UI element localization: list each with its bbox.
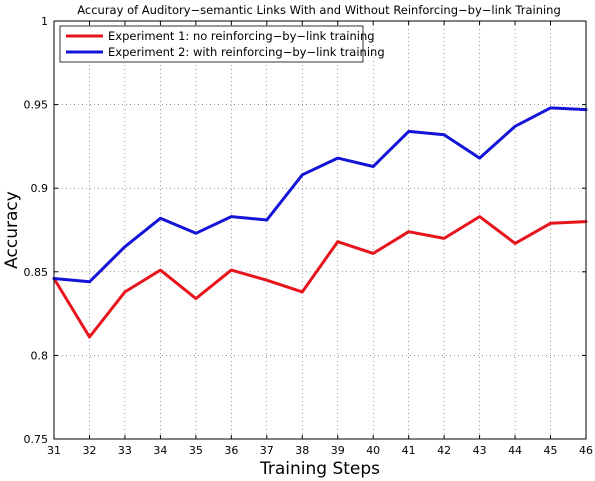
- x-tick-label: 37: [260, 444, 274, 457]
- chart-title: Accuray of Auditory−semantic Links With …: [77, 3, 561, 17]
- x-axis-label: Training Steps: [259, 459, 380, 479]
- y-tick-label: 0.75: [24, 433, 49, 446]
- y-tick-label: 0.9: [31, 182, 49, 195]
- y-tick-label: 1: [41, 15, 48, 28]
- legend-label-experiment-1: Experiment 1: no reinforcing−by−link tra…: [108, 29, 375, 43]
- x-tick-label: 43: [473, 444, 487, 457]
- x-tick-label: 42: [437, 444, 451, 457]
- legend-label-experiment-2: Experiment 2: with reinforcing−by−link t…: [108, 45, 385, 59]
- series-line-experiment-1: [52, 215, 588, 339]
- x-tick-label: 39: [331, 444, 345, 457]
- x-tick-label: 33: [118, 444, 132, 457]
- x-tick-label: 40: [366, 444, 380, 457]
- axis-ticks: 31 32 33 34 35 36 37 38 39 40 41 42 43 44 45 46 0.75 0.8 0…: [24, 15, 594, 457]
- x-tick-label: 44: [508, 444, 522, 457]
- x-tick-label: 35: [189, 444, 203, 457]
- x-tick-label: 46: [579, 444, 593, 457]
- x-tick-label: 38: [295, 444, 309, 457]
- x-tick-label: 32: [82, 444, 96, 457]
- x-tick-label: 41: [402, 444, 416, 457]
- x-tick-label: 31: [47, 444, 61, 457]
- y-tick-label: 0.85: [24, 266, 49, 279]
- legend: Experiment 1: no reinforcing−by−link tra…: [59, 25, 385, 63]
- x-tick-label: 34: [153, 444, 167, 457]
- y-tick-label: 0.8: [31, 349, 49, 362]
- y-tick-label: 0.95: [24, 99, 49, 112]
- y-axis-label: Accuracy: [2, 191, 22, 269]
- grid: [54, 21, 586, 439]
- plot-background: [54, 21, 586, 439]
- series-group: [52, 106, 588, 339]
- x-tick-label: 36: [224, 444, 238, 457]
- legend-box: [59, 25, 364, 63]
- x-tick-label: 45: [544, 444, 558, 457]
- series-line-experiment-2: [52, 106, 588, 284]
- plot-frame: [53, 20, 587, 440]
